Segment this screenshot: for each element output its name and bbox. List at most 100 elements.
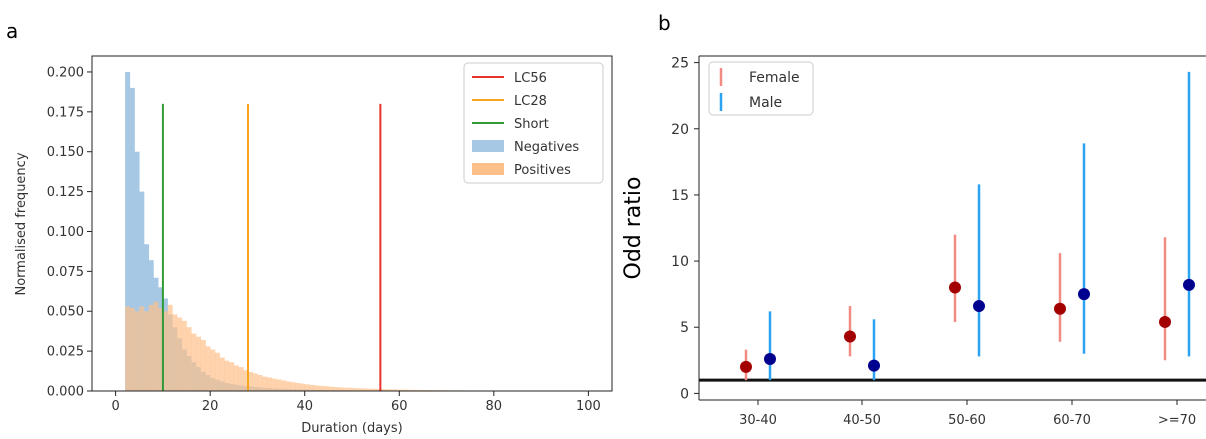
- legend-label: Negatives: [514, 140, 579, 155]
- positives-bar: [333, 387, 339, 391]
- positives-bar: [205, 346, 211, 391]
- legend-label: LC56: [514, 71, 547, 86]
- histogram-plot-frame: [91, 55, 613, 392]
- positives-bar: [252, 373, 258, 391]
- legend-box: [708, 61, 814, 116]
- odds-ratio-chart: 30-40 40-50 50-60 60-70 >=70 0 5 10 15 20 25 Odd …: [621, 55, 1206, 428]
- female-point: [1054, 302, 1066, 315]
- threshold-lines: [161, 103, 382, 391]
- female-point: [740, 360, 752, 373]
- positives-bar: [153, 301, 159, 391]
- positives-bar: [385, 389, 391, 391]
- y-tick-label: 5: [680, 320, 689, 336]
- positives-bar: [233, 365, 239, 391]
- positives-bar: [281, 380, 287, 391]
- odds-ratio-error-bars: [744, 71, 1191, 381]
- positives-bar: [309, 384, 315, 391]
- positives-bar: [399, 389, 405, 391]
- y-tick-label: 20: [671, 122, 689, 138]
- positives-bar: [181, 320, 187, 391]
- positives-bar: [134, 311, 140, 391]
- positives-bar: [229, 362, 235, 391]
- odds-ratio-points: [740, 278, 1195, 373]
- positives-bar: [394, 389, 400, 391]
- positives-bar: [177, 317, 183, 391]
- positives-bar: [413, 389, 419, 391]
- positives-bar: [318, 385, 324, 391]
- y-tick-label: 0.050: [47, 305, 84, 320]
- positives-bar: [323, 386, 329, 391]
- x-tick-label: 60: [391, 399, 408, 414]
- positives-bar: [347, 387, 353, 391]
- x-tick-label: 100: [576, 399, 601, 414]
- negatives-bar: [139, 191, 145, 391]
- y-tick-label: 0.025: [47, 345, 84, 360]
- x-tick-label: >=70: [1158, 413, 1196, 428]
- x-tick-label: 40: [296, 399, 313, 414]
- female-point: [1159, 315, 1171, 328]
- panel-a-label: a: [6, 19, 18, 43]
- y-tick-label: 0.125: [47, 185, 84, 200]
- y-tick-label: 15: [671, 188, 689, 204]
- positives-bar: [186, 327, 192, 391]
- negatives-bar: [129, 87, 135, 392]
- histogram-legend: LC56 LC28 Short Negatives Positives: [463, 62, 604, 184]
- negatives-bar: [125, 71, 131, 391]
- positives-bar: [389, 389, 395, 391]
- odds-y-axis-label: Odd ratio: [621, 177, 646, 280]
- positives-bar: [167, 304, 173, 391]
- legend-label: Positives: [514, 163, 571, 178]
- positives-bar: [210, 349, 216, 391]
- y-tick-label: 0.100: [47, 225, 84, 240]
- panel-b-label: b: [658, 11, 671, 35]
- x-tick-label: 50-60: [948, 413, 986, 428]
- positives-bar: [300, 383, 306, 391]
- positives-bar: [243, 370, 249, 391]
- legend-swatch-negatives: [472, 140, 504, 152]
- positives-bar: [158, 308, 164, 391]
- legend-label: Male: [749, 95, 782, 111]
- positives-bar: [144, 311, 150, 391]
- male-point: [1183, 278, 1195, 291]
- positives-bar: [266, 377, 272, 391]
- positives-bar: [238, 367, 244, 391]
- positives-bar: [196, 336, 202, 391]
- positives-bar: [271, 378, 277, 391]
- male-point: [764, 352, 776, 365]
- positives-bar: [148, 304, 154, 391]
- positives-bar: [380, 389, 386, 391]
- positives-bar: [285, 381, 291, 391]
- y-tick-label: 0: [680, 386, 689, 402]
- y-tick-label: 0.200: [47, 65, 84, 80]
- odds-x-ticks: 30-40 40-50 50-60 60-70 >=70: [739, 400, 1196, 428]
- legend-label: Short: [514, 117, 549, 132]
- legend-label: Female: [749, 70, 800, 86]
- positives-bar: [162, 311, 168, 391]
- positives-bar: [404, 389, 410, 391]
- positives-bar: [172, 314, 178, 391]
- y-tick-label: 10: [671, 254, 689, 270]
- positives-bar: [337, 387, 343, 391]
- positives-histogram: [125, 301, 570, 391]
- histogram-chart: 0 20 40 60 80 100 0.0000.0250.0500.0750.1000.…: [14, 55, 613, 436]
- positives-bar: [139, 306, 145, 391]
- positives-bar: [314, 385, 320, 391]
- histogram-x-ticks: 0 20 40 60 80 100: [111, 391, 601, 414]
- positives-bar: [219, 357, 225, 391]
- positives-bar: [191, 333, 197, 391]
- positives-bar: [129, 308, 135, 391]
- positives-bar: [361, 388, 367, 391]
- positives-bar: [262, 376, 268, 391]
- male-point: [973, 300, 985, 313]
- y-tick-label: 25: [671, 56, 689, 72]
- legend-box: [463, 62, 604, 184]
- positives-bar: [276, 379, 282, 391]
- positives-bar: [370, 388, 376, 391]
- x-tick-label: 60-70: [1053, 413, 1091, 428]
- positives-bar: [366, 388, 372, 391]
- positives-bar: [408, 389, 414, 391]
- positives-bar: [224, 360, 230, 391]
- positives-bar: [125, 306, 131, 391]
- positives-bar: [257, 375, 263, 391]
